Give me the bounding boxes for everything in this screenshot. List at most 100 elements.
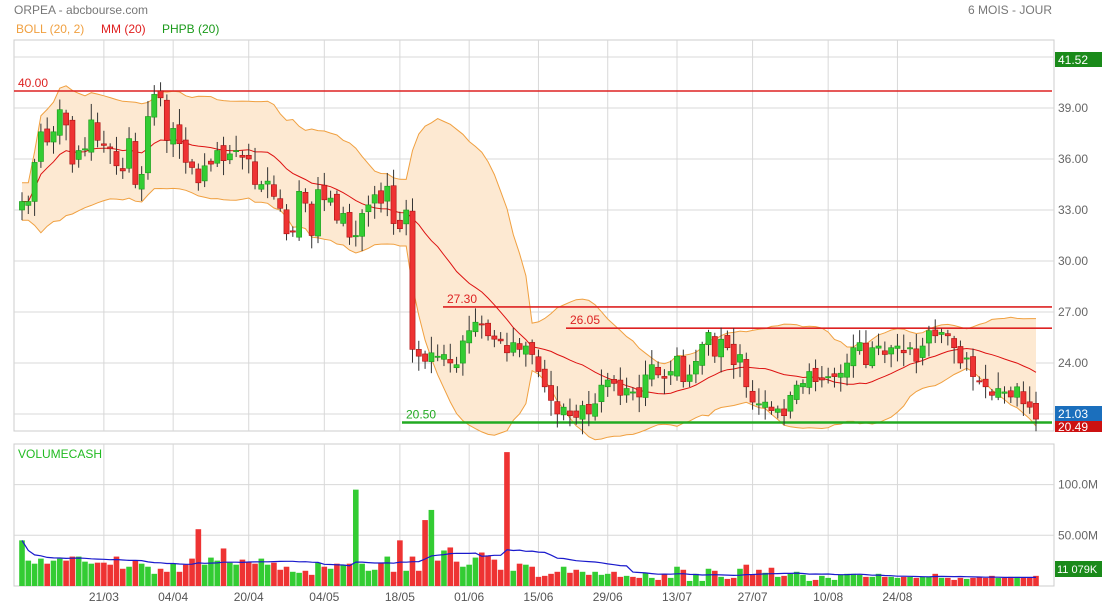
candle-body [850,347,857,367]
candle-body [774,408,781,413]
candle-body [611,379,617,384]
volume-bar [441,550,447,586]
candle-body [491,335,498,340]
candle-body [37,131,44,162]
volume-bar [516,563,523,586]
candle-body [453,364,460,369]
volume-bar [491,559,498,586]
candle-body [485,322,491,337]
date-tick-label: 04/05 [309,590,339,604]
volume-bar [680,569,687,586]
volume-bar [497,569,504,586]
candle-body [56,109,63,136]
volume-bar [44,563,50,586]
candle-body [818,377,825,381]
candle-body [321,184,328,201]
volume-bar [271,562,277,586]
volume-bar [768,567,775,586]
volume-bar [447,547,454,586]
candle-body [308,203,315,236]
volume-bar [365,570,372,586]
legend-phpb[interactable]: PHPB (20) [162,22,219,36]
candle-body [604,379,611,388]
volume-bar [403,570,409,586]
date-axis: 21/03 04/04 20/04 04/05 18/05 01/06 15/06 29/06… [89,590,913,604]
price-tick-label: 36.00 [1058,152,1088,166]
volume-bar [617,576,624,586]
volume-bar [390,571,397,586]
volume-bar [649,577,655,586]
volume-bar [119,568,126,586]
volume-bar [888,576,894,586]
candle-body [352,235,359,238]
candle-body [390,185,397,224]
volume-bar [945,577,951,586]
candle-body [573,410,580,418]
legend-moving-average[interactable]: MM (20) [101,22,146,36]
candle-body [655,366,662,376]
candle-body [913,348,920,362]
volume-bar [573,569,580,586]
volume-bar [264,564,271,586]
volume-bar [523,564,529,586]
volume-bar [422,520,428,586]
volume-bar [201,564,208,586]
volume-bar [214,560,221,586]
volume-bar [932,573,939,586]
candle-body [585,403,592,415]
candle-body [208,160,214,165]
volume-bar [195,529,202,586]
volume-bar [737,568,743,586]
volume-bar [655,579,661,586]
candle-body [283,209,290,235]
volume-bar [82,561,88,586]
candle-body [409,210,416,350]
candle-body [957,346,964,364]
candle-body [359,213,365,237]
candle-body [100,143,107,146]
volume-bar [642,572,649,586]
candle-body [163,99,170,141]
volume-bar [50,560,57,586]
candle-body [113,151,120,167]
volume-bar [485,555,491,586]
candle-body [459,340,466,364]
candle-body [680,356,687,383]
candle-body [762,401,769,408]
volume-bar [636,577,643,586]
bollinger-fill [22,85,1036,440]
volume-bar [661,573,668,586]
candle-body [938,332,945,335]
volume-value-badge [1055,561,1102,577]
candle-body [636,387,643,398]
candle-body [541,368,548,388]
candle-body [226,153,233,161]
volume-bar [831,579,838,586]
volume-bar [579,571,586,586]
candle-body [415,349,422,357]
volume-tick-label: 100.0M [1058,478,1098,492]
volume-bar [541,575,548,586]
volume-bar [434,560,441,586]
volume-bar [472,557,479,586]
candle-body [579,405,586,420]
candle-body [75,150,82,160]
volume-bar [176,571,183,586]
volume-bar [239,559,246,586]
volume-bar [182,564,189,586]
candle-body [497,338,504,342]
volume-bar [327,568,334,586]
volume-bar [674,566,680,586]
volume-bar [258,558,265,586]
candle-body [598,384,605,402]
legend-bollinger[interactable]: BOLL (20, 2) [16,22,84,36]
candle-body [346,212,353,238]
candle-body [1020,391,1027,405]
volume-bar [586,574,592,586]
volume-bar [252,563,258,586]
volume-bar [774,576,781,586]
volume-bar [913,577,920,586]
date-tick-label: 18/05 [385,590,415,604]
period-label: 6 MOIS - JOUR [968,3,1052,17]
volume-value: 11 079K [1057,564,1098,576]
